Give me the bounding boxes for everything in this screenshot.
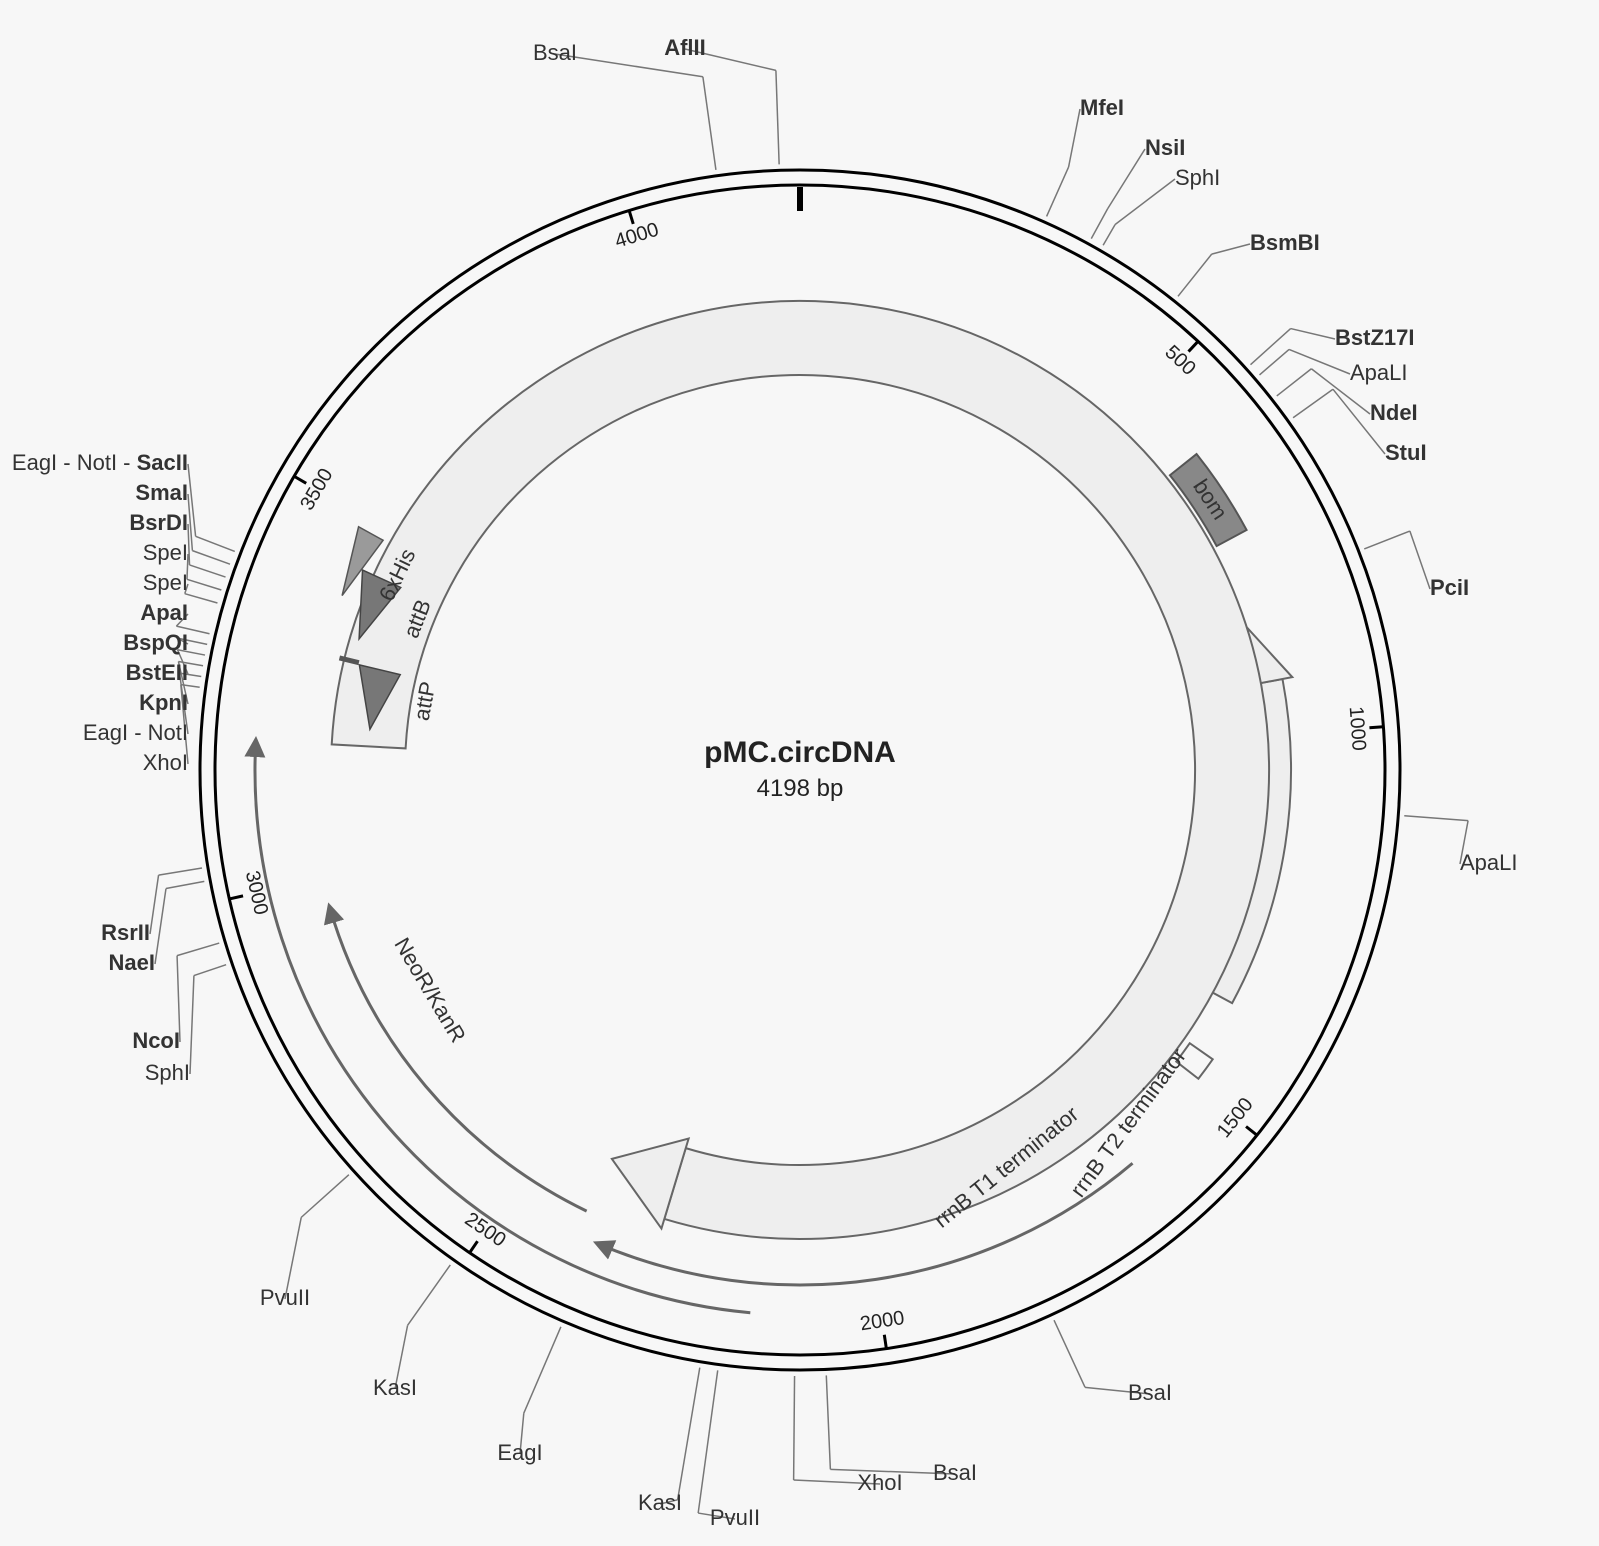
enzyme-leader — [301, 1175, 349, 1218]
enzyme-label: ApaLI — [1460, 850, 1518, 875]
feature-arc-outer-1 — [255, 740, 750, 1312]
enzyme-label: NaeI — [109, 950, 155, 975]
enzyme-label: StuI — [1385, 440, 1427, 465]
enzyme-leader — [194, 965, 226, 976]
feature-label-NeoR: NeoR/KanR — [389, 933, 470, 1047]
enzyme-label: SphI — [1175, 165, 1220, 190]
enzyme-leader — [1115, 179, 1175, 224]
enzyme-label: PvuII — [260, 1285, 310, 1310]
enzyme-label: BstEII — [126, 660, 188, 685]
enzyme-label: BspQI — [123, 630, 188, 655]
enzyme-leader — [1108, 149, 1145, 209]
scale-tick — [229, 896, 243, 899]
enzyme-leader — [1251, 329, 1291, 365]
enzyme-leader — [177, 943, 219, 956]
enzyme-label: NcoI — [132, 1028, 180, 1053]
enzyme-leader — [1404, 816, 1468, 821]
enzyme-leader — [1091, 209, 1107, 239]
plasmid-name: pMC.circDNA — [704, 736, 896, 769]
enzyme-label: SphI — [145, 1060, 190, 1085]
enzyme-leader — [196, 536, 235, 551]
enzyme-leader — [1178, 254, 1212, 296]
enzyme-leader — [166, 881, 204, 888]
enzyme-label: KasI — [638, 1490, 682, 1515]
enzyme-leader — [776, 70, 779, 164]
enzyme-label: XhoI — [143, 750, 188, 775]
enzyme-leader — [1103, 224, 1115, 245]
enzyme-leader — [1291, 329, 1335, 339]
enzyme-leader — [794, 1376, 795, 1480]
enzyme-leader — [190, 976, 194, 1074]
scale-tick — [294, 476, 306, 483]
scale-tick — [470, 1241, 478, 1253]
enzyme-label: KpnI — [139, 690, 188, 715]
enzyme-leader — [1364, 531, 1410, 549]
enzyme-leader — [159, 868, 202, 875]
enzyme-leader — [408, 1265, 451, 1325]
enzyme-label: ApaI — [140, 600, 188, 625]
enzyme-label: ApaLI — [1350, 360, 1408, 385]
enzyme-label: XhoI — [857, 1470, 902, 1495]
enzyme-label: BsrDI — [129, 510, 188, 535]
enzyme-label: EagI - NotI - SacII — [12, 450, 188, 475]
enzyme-label: PvuII — [710, 1505, 760, 1530]
enzyme-leader — [190, 565, 226, 577]
enzyme-leader — [192, 551, 230, 565]
enzyme-label: AflII — [664, 35, 706, 60]
enzyme-label: NsiI — [1145, 135, 1185, 160]
scale-tick — [1189, 341, 1199, 351]
enzyme-leader — [187, 579, 221, 590]
scale-tick — [629, 211, 633, 224]
scale-label: 3500 — [296, 465, 337, 515]
enzyme-label: SpeI — [143, 540, 188, 565]
enzyme-leader — [1054, 1320, 1085, 1387]
scale-tick — [884, 1335, 886, 1349]
enzyme-leader — [703, 77, 716, 170]
enzyme-label: BsaI — [533, 40, 577, 65]
enzyme-leader — [185, 594, 218, 603]
enzyme-label: KasI — [373, 1375, 417, 1400]
scale-label: 2000 — [859, 1307, 906, 1335]
enzyme-leader — [150, 875, 159, 934]
enzyme-leader — [524, 1327, 561, 1413]
enzyme-leader — [678, 1368, 700, 1500]
enzyme-label: SmaI — [135, 480, 188, 505]
enzyme-leader — [1410, 531, 1430, 589]
enzyme-label: NdeI — [1370, 400, 1418, 425]
enzyme-leader — [1293, 389, 1333, 417]
scale-label: 1500 — [1213, 1094, 1258, 1142]
enzyme-leader — [1289, 349, 1350, 374]
enzyme-label: BstZ17I — [1335, 325, 1414, 350]
enzyme-label: EagI - NotI — [83, 720, 188, 745]
enzyme-label: RsrII — [101, 920, 150, 945]
scale-label: 1000 — [1345, 706, 1370, 752]
scale-label: 4000 — [612, 219, 661, 253]
enzyme-label: BsaI — [1128, 1380, 1172, 1405]
enzyme-leader — [698, 1370, 718, 1513]
enzyme-label: BsaI — [933, 1460, 977, 1485]
enzyme-leader — [1277, 369, 1312, 396]
enzyme-label: MfeI — [1080, 95, 1124, 120]
enzyme-label: SpeI — [143, 570, 188, 595]
scale-tick — [1246, 1126, 1257, 1135]
feature-NeoR — [332, 301, 1269, 1239]
enzyme-leader — [1047, 167, 1069, 216]
enzyme-label: PciI — [1430, 575, 1469, 600]
scale-tick — [1369, 727, 1383, 728]
enzyme-label: EagI — [497, 1440, 542, 1465]
enzyme-leader — [1212, 244, 1250, 254]
plasmid-size: 4198 bp — [757, 775, 844, 802]
enzyme-leader — [826, 1375, 830, 1469]
enzyme-leader — [1069, 109, 1080, 167]
enzyme-leader — [155, 889, 166, 964]
enzyme-label: BsmBI — [1250, 230, 1320, 255]
scale-label: 3000 — [241, 869, 272, 917]
